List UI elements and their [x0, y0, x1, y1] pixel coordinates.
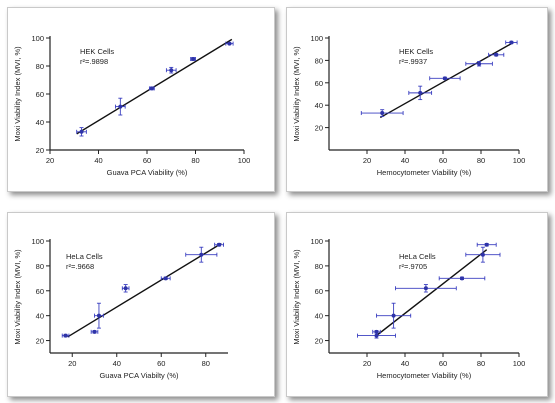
data-point — [480, 252, 485, 257]
x-tick-label: 60 — [439, 359, 447, 368]
x-tick-label: 80 — [202, 359, 210, 368]
y-tick-label: 60 — [36, 287, 44, 296]
x-tick-label: 80 — [477, 359, 485, 368]
y-tick-label: 100 — [310, 34, 323, 43]
data-point — [374, 333, 379, 338]
data-point — [118, 104, 123, 109]
y-tick-label: 60 — [315, 79, 323, 88]
y-tick-label: 60 — [315, 287, 323, 296]
x-tick-label: 100 — [238, 156, 251, 165]
cell-type-annotation: HeLa Cells — [399, 252, 436, 261]
x-axis-label: Hemocytometer Viability (%) — [377, 371, 472, 380]
data-point — [423, 286, 428, 291]
data-point — [163, 276, 168, 281]
chart-panel-hela-hemocytometer: 20 40 60 80 100 20 40 60 80 100 Hemocytometer Viab… — [286, 212, 548, 397]
data-point — [79, 129, 84, 134]
data-point — [391, 313, 396, 318]
cell-type-annotation: HEK Cells — [80, 47, 114, 56]
cell-type-annotation: HEK Cells — [399, 47, 433, 56]
x-tick-label: 20 — [363, 156, 371, 165]
x-tick-label: 20 — [68, 359, 76, 368]
regression-line — [67, 242, 222, 338]
y-axis-label: Moxi Viability Index (MVI, %) — [292, 249, 301, 345]
r-squared-label: r²=.9898 — [80, 57, 108, 66]
y-axis-label: Moxi Viability Index (MVI, %) — [292, 46, 301, 142]
x-tick-label: 80 — [477, 156, 485, 165]
y-tick-label: 100 — [310, 237, 323, 246]
x-tick-label: 100 — [513, 359, 526, 368]
x-tick-label: 40 — [401, 359, 409, 368]
data-point — [63, 333, 68, 338]
y-tick-label: 60 — [36, 90, 44, 99]
y-tick-label: 40 — [36, 118, 44, 127]
data-point — [509, 40, 514, 45]
y-tick-label: 100 — [31, 237, 44, 246]
data-point — [227, 41, 232, 46]
data-point — [494, 52, 499, 57]
data-point — [484, 242, 489, 247]
y-tick-label: 80 — [315, 262, 323, 271]
x-axis-label: Guava PCA Viabilty (%) — [99, 371, 179, 380]
data-point — [460, 276, 464, 281]
data-point — [92, 329, 97, 334]
y-axis-label: Moxi Viability Index (MVI, %) — [13, 46, 22, 142]
chart-panel-hek-guava: 20 40 60 80 100 20 40 60 80 100 Guava PCA Viabilit… — [7, 7, 275, 192]
x-axis-label: Hemocytometer Viability (%) — [377, 168, 472, 177]
x-tick-label: 20 — [46, 156, 54, 165]
r-squared-label: r²=.9668 — [66, 262, 94, 271]
data-point — [380, 111, 385, 116]
y-tick-label: 20 — [36, 146, 44, 155]
x-tick-label: 40 — [94, 156, 102, 165]
y-tick-label: 20 — [315, 124, 323, 133]
y-tick-label: 20 — [315, 337, 323, 346]
chart-panel-hek-hemocytometer: 20 40 60 80 100 20 40 60 80 100 Hemocytometer Viab… — [286, 7, 548, 192]
x-axis-label: Guava PCA Viability (%) — [107, 168, 188, 177]
y-axis-label: Moxi Viability Index (MVI, %) — [13, 249, 22, 345]
regression-line — [379, 42, 512, 119]
y-tick-label: 100 — [31, 34, 44, 43]
cell-type-annotation: HeLa Cells — [66, 252, 103, 261]
x-tick-label: 40 — [401, 156, 409, 165]
x-tick-label: 80 — [191, 156, 199, 165]
data-point — [149, 86, 154, 91]
chart-panel-hela-guava: 20 40 60 80 100 20 40 60 80 Guava PCA Viabilty (%… — [7, 212, 275, 397]
data-point — [217, 242, 222, 247]
scatter-plot: 20 40 60 80 100 20 40 60 80 Guava PCA Viabilty (%… — [13, 237, 228, 380]
x-tick-label: 40 — [113, 359, 121, 368]
data-point — [169, 68, 174, 73]
r-squared-label: r²=.9705 — [399, 262, 427, 271]
y-tick-label: 80 — [36, 62, 44, 71]
data-point — [191, 57, 196, 61]
scatter-plot: 20 40 60 80 100 20 40 60 80 100 Hemocytometer Viab… — [292, 237, 526, 380]
x-tick-label: 20 — [363, 359, 371, 368]
data-point — [442, 76, 447, 81]
data-point — [123, 286, 128, 291]
y-tick-label: 80 — [36, 262, 44, 271]
data-point — [374, 329, 379, 334]
x-tick-label: 100 — [513, 156, 526, 165]
x-tick-label: 60 — [143, 156, 151, 165]
data-point — [199, 252, 204, 257]
y-tick-label: 40 — [315, 312, 323, 321]
y-tick-label: 80 — [315, 56, 323, 65]
data-point — [96, 313, 101, 318]
y-tick-label: 40 — [315, 101, 323, 110]
x-tick-label: 60 — [439, 156, 447, 165]
x-tick-label: 60 — [157, 359, 165, 368]
y-tick-label: 20 — [36, 337, 44, 346]
scatter-plot: 20 40 60 80 100 20 40 60 80 100 Hemocytometer Viab… — [292, 34, 526, 177]
data-point — [418, 90, 423, 95]
regression-line — [376, 249, 488, 337]
data-point — [477, 61, 482, 66]
r-squared-label: r²=.9937 — [399, 57, 427, 66]
y-tick-label: 40 — [36, 312, 44, 321]
scatter-plot: 20 40 60 80 100 20 40 60 80 100 Guava PCA Viabilit… — [13, 34, 251, 177]
